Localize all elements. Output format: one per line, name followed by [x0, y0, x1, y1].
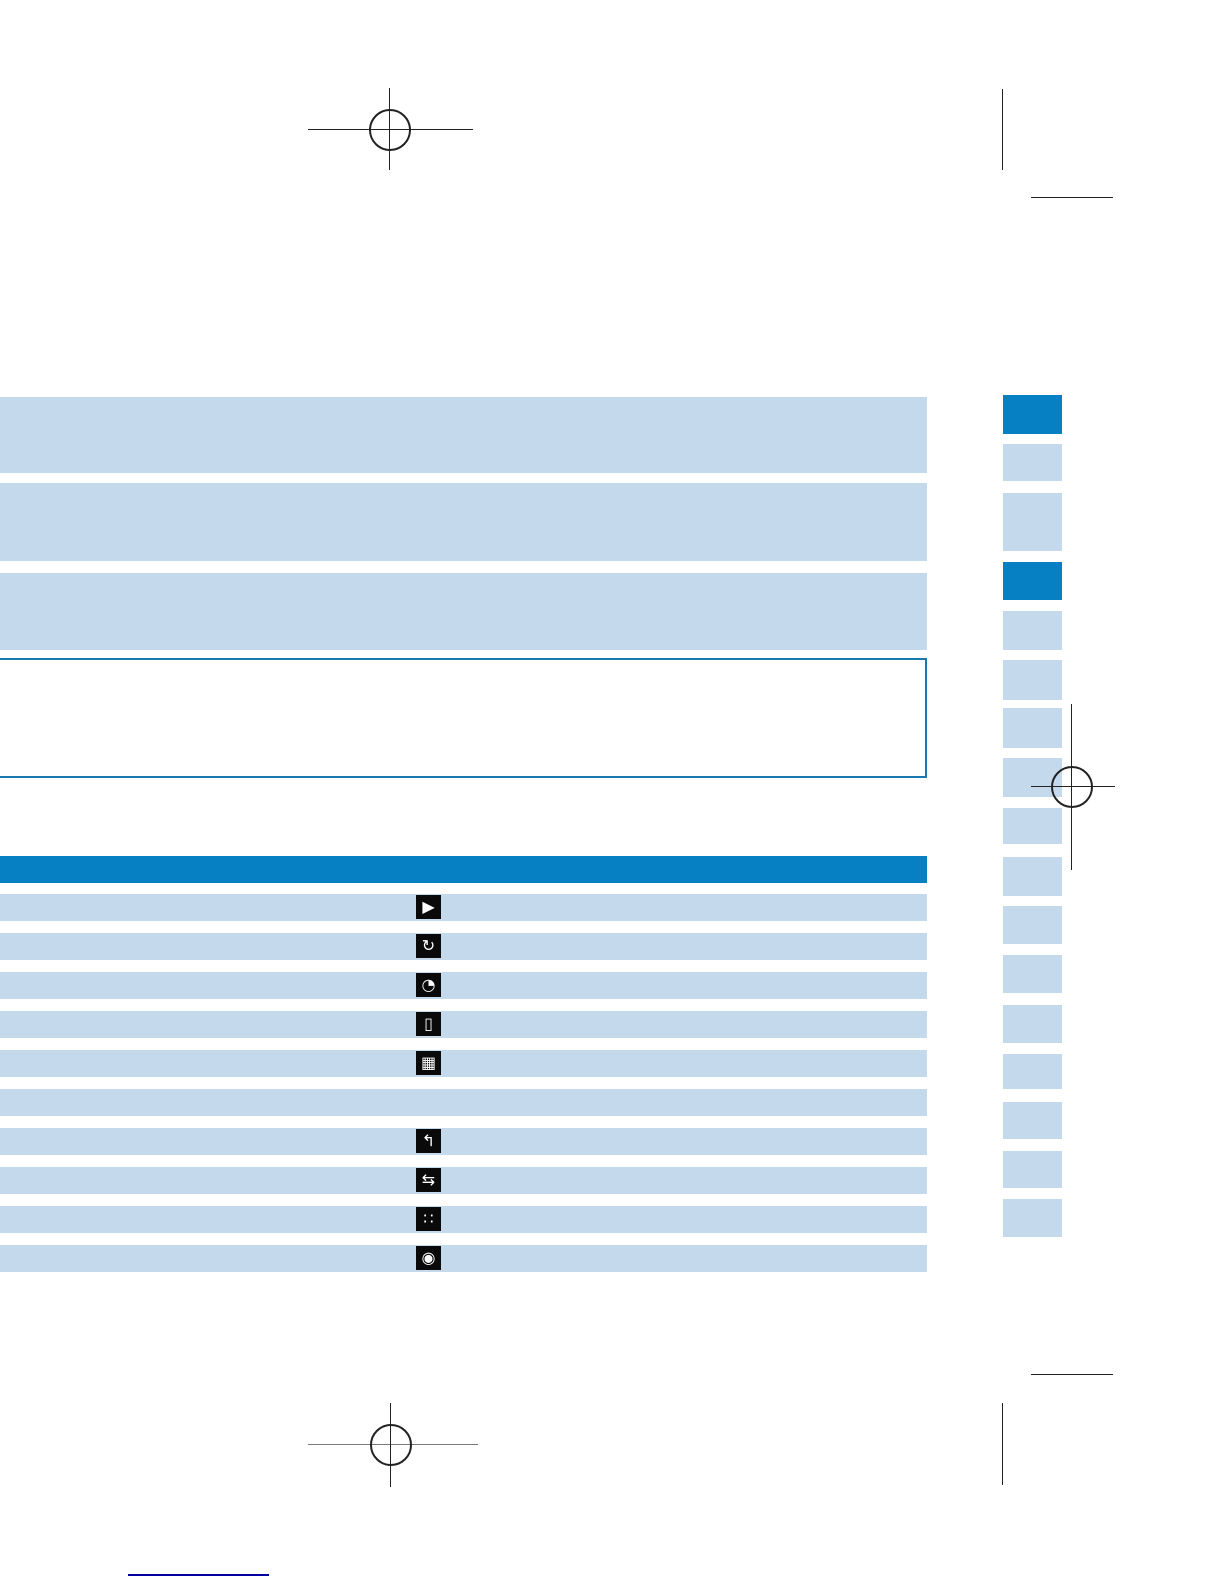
chapter-tab-2 [1003, 444, 1062, 481]
crop-mark-circle [1051, 766, 1093, 808]
power-plug-icon: ▶ [416, 895, 441, 919]
keypad-dots-icon: ∷ [416, 1207, 441, 1231]
table-row: ↰ [0, 1128, 927, 1155]
equalizer-grid-icon: ▦ [416, 1051, 441, 1075]
table-header-bar [0, 856, 927, 883]
crop-mark-circle [369, 109, 411, 151]
chapter-tab-14 [1003, 1054, 1062, 1089]
dial-arrow-icon: ↻ [416, 934, 441, 958]
crop-mark-hline [1031, 197, 1113, 198]
table-row: ◉ [0, 1245, 927, 1272]
chapter-tab-9 [1003, 808, 1062, 844]
crop-mark-circle [370, 1424, 412, 1466]
chapter-tab-3 [1003, 493, 1062, 551]
chapter-tab-11 [1003, 906, 1062, 944]
table-row: ◔ [0, 972, 927, 999]
chapter-tab-7 [1003, 708, 1062, 748]
chapter-tab-6 [1003, 660, 1062, 700]
table-row: ▯ [0, 1011, 927, 1038]
chapter-tab-5 [1003, 611, 1062, 650]
chapter-tab-10 [1003, 857, 1062, 896]
table-row: ↻ [0, 933, 927, 960]
footer-navy-rule [128, 1574, 269, 1576]
table-row [0, 1089, 927, 1116]
card-icon: ▯ [416, 1012, 441, 1036]
table-row: ▦ [0, 1050, 927, 1077]
heading-band-2 [0, 483, 927, 561]
chapter-tab-4 [1003, 562, 1062, 600]
table-row: ∷ [0, 1206, 927, 1233]
crop-mark-vline [1002, 1403, 1003, 1485]
heading-band-3 [0, 573, 927, 650]
face-dot-icon: ◔ [416, 973, 441, 997]
record-circle-icon: ◉ [416, 1246, 441, 1270]
table-row: ⇆ [0, 1167, 927, 1194]
chapter-tab-12 [1003, 955, 1062, 993]
cycling-arrows-icon: ⇆ [416, 1168, 441, 1192]
table-row: ▶ [0, 894, 927, 921]
divert-all-arrow-icon: ↰ [416, 1129, 441, 1153]
chapter-tab-16 [1003, 1151, 1062, 1188]
chapter-tab-17 [1003, 1199, 1062, 1237]
crop-mark-vline [1002, 89, 1003, 170]
chapter-tab-15 [1003, 1102, 1062, 1139]
chapter-tab-13 [1003, 1005, 1062, 1043]
heading-band-1 [0, 397, 927, 473]
chapter-tab-1 [1003, 395, 1062, 434]
crop-mark-hline [1031, 1374, 1113, 1375]
callout-note-box [0, 658, 927, 778]
